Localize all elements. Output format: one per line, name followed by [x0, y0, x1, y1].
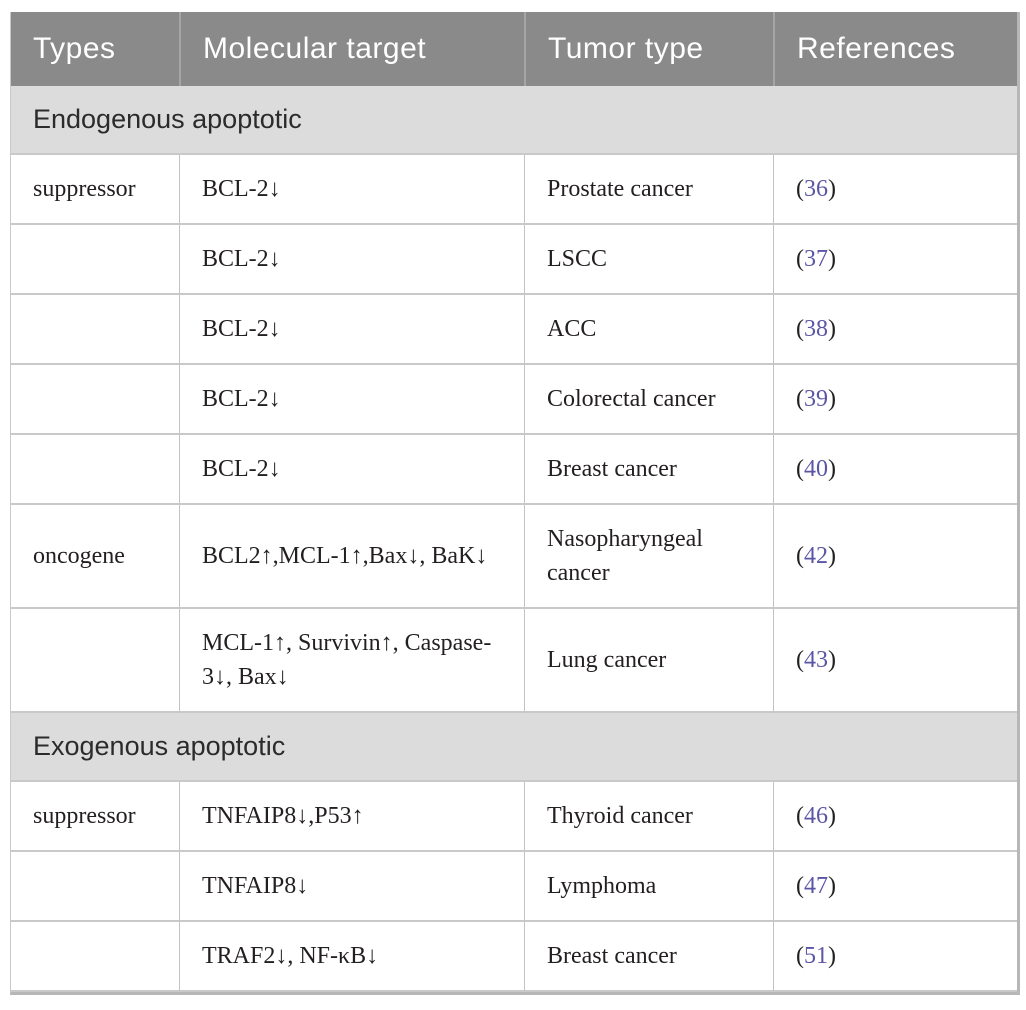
col-header-types: Types	[11, 12, 179, 86]
reference-link[interactable]: 47	[804, 873, 828, 899]
references-cell: (47)	[773, 852, 1017, 922]
apoptotic-targets-table: Types Molecular target Tumor type Refere…	[10, 12, 1020, 995]
table-row: MCL-1↑, Survivin↑, Caspase-3↓, Bax↓ Lung …	[11, 609, 1017, 713]
section-header-cell: Endogenous apoptotic	[11, 86, 1017, 155]
reference-link[interactable]: 40	[804, 456, 828, 482]
citation-paren-open: (	[796, 246, 804, 272]
table-row: suppressor BCL-2↓ Prostate cancer (36)	[11, 155, 1017, 225]
tumor-type-cell: Prostate cancer	[524, 155, 773, 225]
references-cell: (46)	[773, 782, 1017, 852]
molecular-target-cell: BCL-2↓	[179, 435, 524, 505]
references-cell: (40)	[773, 435, 1017, 505]
tumor-type-cell: Thyroid cancer	[524, 782, 773, 852]
citation-paren-open: (	[796, 647, 804, 673]
references-cell: (51)	[773, 922, 1017, 992]
molecular-target-cell: BCL-2↓	[179, 225, 524, 295]
references-cell: (43)	[773, 609, 1017, 713]
col-header-references: References	[773, 12, 1017, 86]
tumor-type-cell: LSCC	[524, 225, 773, 295]
types-cell	[11, 922, 179, 992]
references-cell: (39)	[773, 365, 1017, 435]
reference-link[interactable]: 51	[804, 943, 828, 969]
table-row: BCL-2↓ Colorectal cancer (39)	[11, 365, 1017, 435]
citation-paren-open: (	[796, 943, 804, 969]
citation-paren-close: )	[828, 316, 836, 342]
types-cell	[11, 365, 179, 435]
tumor-type-cell: Lymphoma	[524, 852, 773, 922]
tumor-type-cell: Breast cancer	[524, 922, 773, 992]
reference-link[interactable]: 42	[804, 543, 828, 569]
citation-paren-open: (	[796, 316, 804, 342]
citation-paren-close: )	[828, 543, 836, 569]
citation-paren-open: (	[796, 803, 804, 829]
reference-link[interactable]: 38	[804, 316, 828, 342]
citation-paren-open: (	[796, 176, 804, 202]
table-header-row: Types Molecular target Tumor type Refere…	[11, 12, 1017, 86]
molecular-target-cell: BCL-2↓	[179, 155, 524, 225]
col-header-molecular-target: Molecular target	[179, 12, 524, 86]
types-cell: suppressor	[11, 782, 179, 852]
citation-paren-open: (	[796, 543, 804, 569]
molecular-target-cell: BCL-2↓	[179, 295, 524, 365]
table-row: BCL-2↓ ACC (38)	[11, 295, 1017, 365]
col-header-tumor-type: Tumor type	[524, 12, 773, 86]
citation-paren-close: )	[828, 456, 836, 482]
tumor-type-cell: Lung cancer	[524, 609, 773, 713]
types-cell: oncogene	[11, 505, 179, 609]
types-cell: suppressor	[11, 155, 179, 225]
references-cell: (37)	[773, 225, 1017, 295]
table-row: TNFAIP8↓ Lymphoma (47)	[11, 852, 1017, 922]
types-cell	[11, 295, 179, 365]
section-row: Endogenous apoptotic	[11, 86, 1017, 155]
citation-paren-open: (	[796, 873, 804, 899]
tumor-type-cell: ACC	[524, 295, 773, 365]
tumor-type-cell: Breast cancer	[524, 435, 773, 505]
tumor-type-cell: Nasopharyngeal cancer	[524, 505, 773, 609]
types-cell	[11, 435, 179, 505]
references-cell: (36)	[773, 155, 1017, 225]
citation-paren-close: )	[828, 246, 836, 272]
table-row: BCL-2↓ Breast cancer (40)	[11, 435, 1017, 505]
citation-paren-close: )	[828, 873, 836, 899]
reference-link[interactable]: 37	[804, 246, 828, 272]
citation-paren-close: )	[828, 803, 836, 829]
table-row: oncogene BCL2↑,MCL-1↑,Bax↓, BaK↓ Nasophary…	[11, 505, 1017, 609]
table-row: TRAF2↓, NF-κB↓ Breast cancer (51)	[11, 922, 1017, 992]
section-header-cell: Exogenous apoptotic	[11, 713, 1017, 782]
tumor-type-cell: Colorectal cancer	[524, 365, 773, 435]
citation-paren-close: )	[828, 943, 836, 969]
citation-paren-close: )	[828, 176, 836, 202]
types-cell	[11, 225, 179, 295]
molecular-target-cell: TRAF2↓, NF-κB↓	[179, 922, 524, 992]
table-row: suppressor TNFAIP8↓,P53↑ Thyroid cancer (46…	[11, 782, 1017, 852]
reference-link[interactable]: 43	[804, 647, 828, 673]
references-cell: (38)	[773, 295, 1017, 365]
reference-link[interactable]: 36	[804, 176, 828, 202]
citation-paren-open: (	[796, 456, 804, 482]
molecular-target-cell: MCL-1↑, Survivin↑, Caspase-3↓, Bax↓	[179, 609, 524, 713]
molecular-target-cell: TNFAIP8↓	[179, 852, 524, 922]
reference-link[interactable]: 46	[804, 803, 828, 829]
references-cell: (42)	[773, 505, 1017, 609]
molecular-target-cell: TNFAIP8↓,P53↑	[179, 782, 524, 852]
section-row: Exogenous apoptotic	[11, 713, 1017, 782]
citation-paren-open: (	[796, 386, 804, 412]
reference-link[interactable]: 39	[804, 386, 828, 412]
types-cell	[11, 609, 179, 713]
molecular-target-cell: BCL-2↓	[179, 365, 524, 435]
citation-paren-close: )	[828, 647, 836, 673]
table-row: BCL-2↓ LSCC (37)	[11, 225, 1017, 295]
molecular-target-cell: BCL2↑,MCL-1↑,Bax↓, BaK↓	[179, 505, 524, 609]
citation-paren-close: )	[828, 386, 836, 412]
types-cell	[11, 852, 179, 922]
